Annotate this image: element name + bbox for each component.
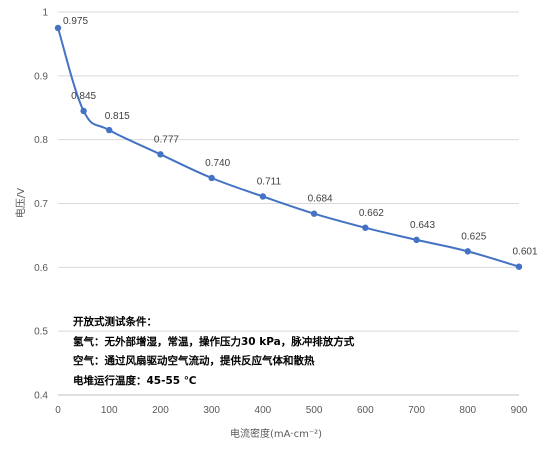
data-point [157,151,164,158]
test-conditions-annotation: 开放式测试条件： 氢气：无外部增湿，常温，操作压力30 kPa，脉冲排放方式 空… [73,315,355,387]
y-axis-ticks: 0.4 0.5 0.6 0.7 0.8 0.9 1 [34,8,48,402]
x-tick-label: 800 [459,405,476,416]
data-label: 0.601 [512,247,537,258]
data-label: 0.711 [257,176,282,187]
x-tick-label: 900 [511,405,528,416]
y-axis-title: 电压/V [14,188,27,218]
x-tick-label: 600 [357,405,374,416]
data-point [515,263,523,270]
data-label: 0.777 [154,134,179,145]
data-point [106,126,113,134]
annotation-line: 电堆运行温度：45-55 ℃ [73,374,196,387]
data-label: 0.662 [359,208,384,219]
data-label: 0.975 [63,16,88,27]
series-line [57,27,520,268]
data-point [362,224,369,231]
data-points [54,24,523,270]
annotation-line: 空气：通过风扇驱动空气流动，提供反应气体和散热 [73,354,315,367]
data-label: 0.740 [205,158,230,169]
y-tick-label: 0.7 [34,199,48,210]
x-tick-label: 0 [55,405,61,416]
data-point [464,248,471,255]
data-labels: 0.975 0.845 0.815 0.777 0.740 0.711 0.684 0.662… [63,16,538,258]
data-point [259,193,267,200]
gridlines [58,11,519,396]
data-label: 0.845 [71,91,96,102]
data-point [54,24,62,32]
x-tick-label: 400 [255,405,272,416]
data-label: 0.625 [461,231,486,242]
x-axis-title: 电流密度(mA·cm⁻²) [230,427,322,440]
data-point [80,107,87,115]
x-tick-label: 200 [152,405,169,416]
x-tick-label: 500 [306,405,323,416]
data-label: 0.815 [105,111,130,122]
annotation-line: 氢气：无外部增湿，常温，操作压力30 kPa，脉冲排放方式 [73,335,355,348]
x-tick-label: 700 [408,405,425,416]
annotation-line: 开放式测试条件： [73,315,157,328]
x-axis-ticks: 0 100 200 300 400 500 600 700 800 900 [55,405,528,416]
data-label: 0.684 [308,194,333,205]
data-label: 0.643 [410,220,435,231]
y-tick-label: 0.9 [34,71,48,82]
y-tick-label: 1 [42,8,48,19]
x-tick-label: 100 [101,405,118,416]
data-point [208,174,215,182]
y-tick-label: 0.6 [34,263,48,274]
x-tick-label: 300 [203,405,220,416]
y-tick-label: 0.8 [34,135,48,146]
data-point [413,236,420,244]
y-tick-label: 0.5 [34,327,48,338]
y-tick-label: 0.4 [34,391,48,402]
data-point [310,210,318,217]
